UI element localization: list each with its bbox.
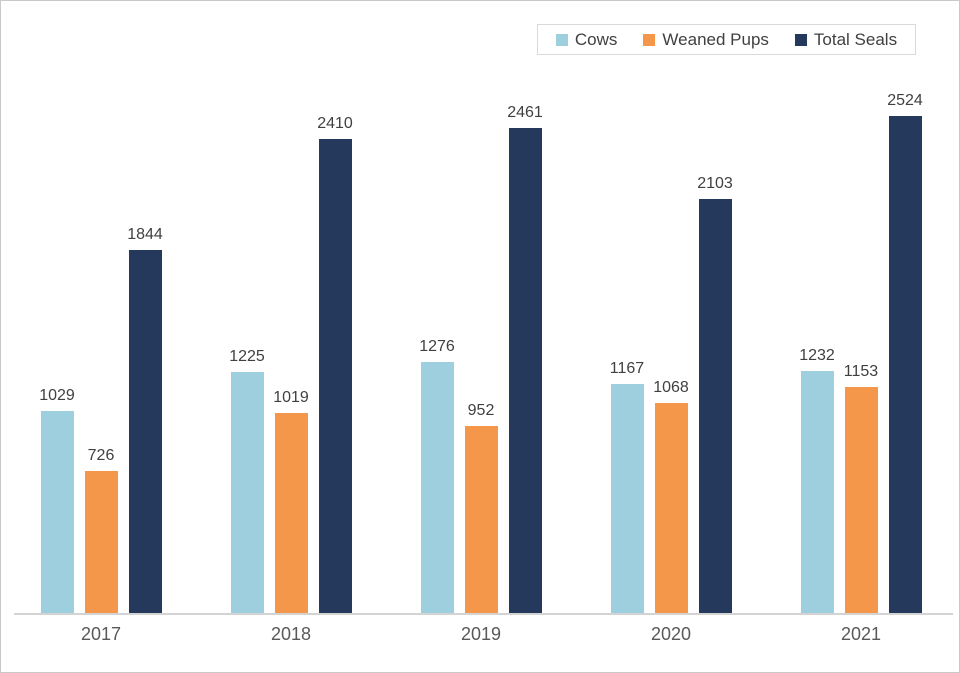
bar-cows-2018: 1225 — [229, 348, 265, 614]
x-axis-label-2020: 2020 — [650, 624, 692, 644]
bar-group-2020: 1167 1068 2103 — [576, 1, 766, 614]
x-axis-label-2017: 2017 — [80, 624, 122, 644]
bar-group-2018: 1225 1019 2410 — [196, 1, 386, 614]
bar-value-label: 1019 — [273, 389, 309, 406]
bar-value-label: 1068 — [653, 379, 689, 396]
bar-value-label: 1276 — [419, 338, 455, 355]
bar-weaned-pups-2020: 1068 — [653, 379, 689, 614]
legend-label: Weaned Pups — [662, 30, 769, 49]
legend-label: Cows — [574, 30, 618, 49]
bar-total-seals-2017: 1844 — [127, 226, 163, 614]
legend-swatch — [643, 33, 656, 46]
bar-group-2021: 1232 1153 2524 — [766, 1, 956, 614]
bar-total-seals-2020: 2103 — [697, 175, 733, 614]
bar-cows-2021: 1232 — [799, 347, 835, 614]
legend-label: Total Seals — [813, 30, 898, 49]
bar-weaned-pups-2021: 1153 — [844, 363, 878, 614]
bar-value-label: 1225 — [229, 348, 265, 365]
bar-value-label: 726 — [87, 447, 115, 464]
bar-value-label: 1029 — [39, 387, 75, 404]
bar-value-label: 1232 — [799, 347, 835, 364]
bar-total-seals-2019: 2461 — [507, 104, 543, 614]
legend-item-total-seals: Total Seals — [794, 30, 898, 49]
bar-cows-2017: 1029 — [39, 387, 75, 614]
legend-item-weaned-pups: Weaned Pups — [643, 30, 769, 49]
bar-value-label: 2461 — [507, 104, 543, 121]
bar-group-2017: 1029 726 1844 — [6, 1, 196, 614]
bar-group-2019: 1276 952 2461 — [386, 1, 576, 614]
legend-swatch — [555, 33, 568, 46]
x-axis-labels: 2017 2018 2019 2020 2021 — [6, 624, 956, 645]
x-axis-label-2018: 2018 — [270, 624, 312, 644]
bar-cows-2019: 1276 — [419, 338, 455, 614]
bar-value-label: 2524 — [887, 92, 923, 109]
x-axis-line — [14, 613, 953, 615]
bar-total-seals-2018: 2410 — [317, 115, 353, 614]
bar-value-label: 2410 — [317, 115, 353, 132]
bar-weaned-pups-2019: 952 — [464, 402, 498, 614]
legend: Cows Weaned Pups Total Seals — [537, 24, 916, 55]
x-axis-label-2019: 2019 — [460, 624, 502, 644]
bar-weaned-pups-2018: 1019 — [273, 389, 309, 614]
legend-swatch — [794, 33, 807, 46]
bar-value-label: 952 — [467, 402, 495, 419]
bar-value-label: 2103 — [697, 175, 733, 192]
legend-item-cows: Cows — [555, 30, 618, 49]
bar-cows-2020: 1167 — [610, 360, 644, 614]
bar-value-label: 1167 — [609, 360, 645, 377]
bar-weaned-pups-2017: 726 — [84, 447, 118, 614]
bar-value-label: 1153 — [843, 363, 879, 380]
plot-area: 1029 726 1844 1225 1019 2410 1276 952 2461 1167 10… — [6, 1, 956, 614]
bar-value-label: 1844 — [127, 226, 163, 243]
x-axis-label-2021: 2021 — [840, 624, 882, 644]
bar-total-seals-2021: 2524 — [887, 92, 923, 614]
